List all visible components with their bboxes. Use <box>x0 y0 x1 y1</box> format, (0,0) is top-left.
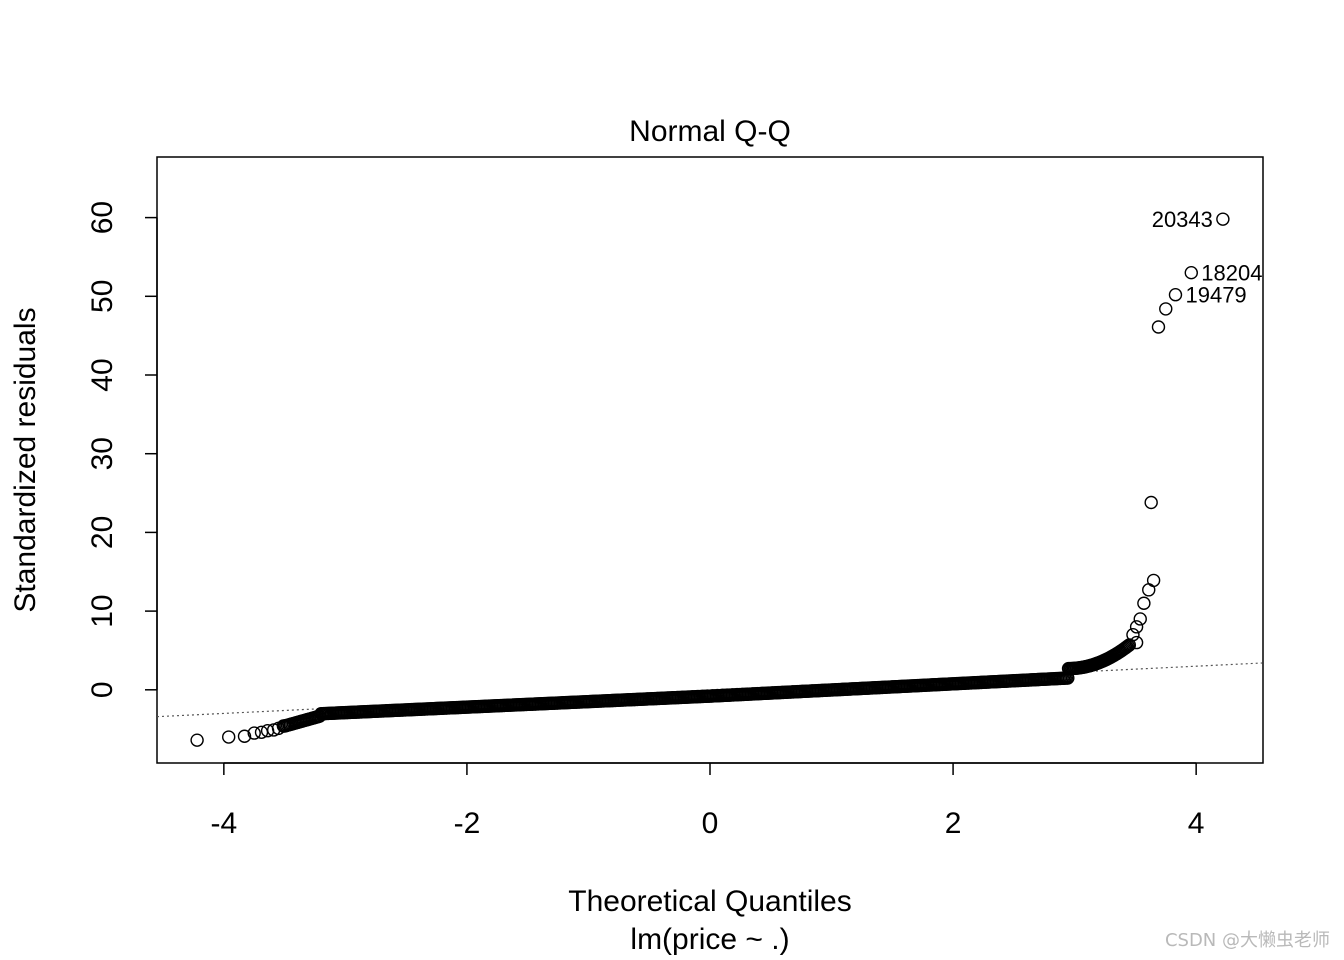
data-point <box>1137 596 1151 610</box>
chart-title: Normal Q-Q <box>629 115 791 148</box>
data-point <box>1118 641 1133 655</box>
data-points <box>190 212 1230 747</box>
y-tick-label: 50 <box>86 280 119 313</box>
data-point <box>1159 302 1173 316</box>
data-point <box>1142 583 1156 597</box>
data-point <box>1129 635 1144 650</box>
plot-frame <box>156 156 1264 764</box>
data-point <box>1184 265 1198 280</box>
data-point <box>1146 573 1161 588</box>
point-label: 19479 <box>1185 283 1246 308</box>
y-axis-label: Standardized residuals <box>9 307 42 612</box>
data-point <box>190 733 204 747</box>
data-point <box>1168 288 1183 302</box>
chart-subtitle: lm(price ~ .) <box>630 923 789 956</box>
y-tick-label: 40 <box>86 358 119 391</box>
y-tick-label: 60 <box>86 201 119 234</box>
data-point <box>1144 495 1158 510</box>
data-point <box>1151 320 1166 334</box>
y-axis: 0 10 20 30 40 50 60 <box>86 201 158 698</box>
data-point <box>276 719 291 733</box>
data-point <box>247 726 261 740</box>
data-point <box>1129 620 1144 634</box>
data-point <box>1133 612 1147 626</box>
data-point <box>237 729 252 743</box>
data-point <box>222 730 236 744</box>
data-point <box>1121 639 1135 653</box>
y-tick-label: 10 <box>86 594 119 627</box>
data-point <box>1216 212 1230 226</box>
x-tick-label: -2 <box>454 807 481 840</box>
y-tick-label: 30 <box>86 437 119 470</box>
x-axis: -4 -2 0 2 4 <box>211 762 1205 840</box>
watermark: CSDN @大懒虫老师 <box>1164 930 1330 951</box>
x-tick-label: -4 <box>211 807 238 840</box>
y-tick-label: 20 <box>86 516 119 549</box>
point-label: 18204 <box>1201 261 1262 286</box>
point-label: 20343 <box>1152 207 1213 232</box>
x-tick-label: 0 <box>702 807 719 840</box>
y-tick-label: 0 <box>86 681 119 698</box>
x-axis-label: Theoretical Quantiles <box>568 885 851 918</box>
data-point <box>1126 628 1140 642</box>
x-tick-label: 4 <box>1188 807 1205 840</box>
x-tick-label: 2 <box>945 807 962 840</box>
